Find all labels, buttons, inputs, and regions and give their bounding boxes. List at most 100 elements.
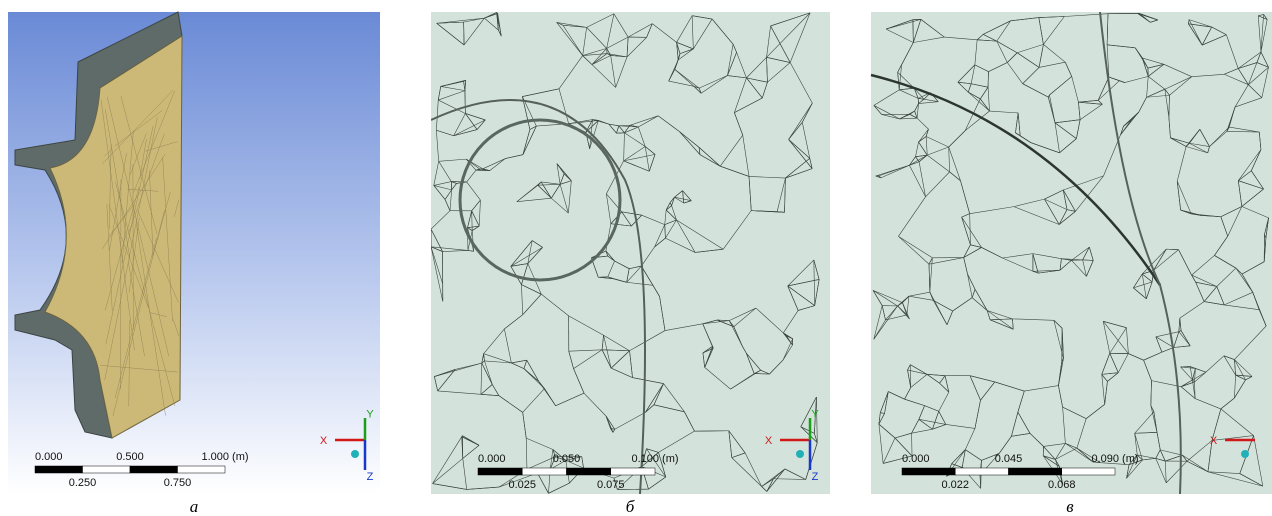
mesh-edge xyxy=(967,273,976,290)
mesh-edge xyxy=(1192,368,1196,381)
mesh-edge xyxy=(1123,119,1132,127)
mesh-edge xyxy=(676,42,679,60)
mesh-edge xyxy=(1010,17,1039,22)
mesh-edge xyxy=(1022,83,1049,98)
mesh-edge xyxy=(702,323,714,349)
mesh-edge xyxy=(603,335,612,369)
mesh-edge xyxy=(465,113,478,130)
mesh-edge xyxy=(1248,84,1263,98)
mesh-edge xyxy=(618,125,639,128)
mesh-edge xyxy=(1032,253,1062,259)
mesh-edge xyxy=(137,210,179,303)
mesh-edge xyxy=(933,300,953,312)
mesh-edge xyxy=(510,240,533,267)
mesh-edge xyxy=(464,80,467,91)
mesh-edge xyxy=(1220,408,1254,436)
mesh-edge xyxy=(918,98,925,104)
mesh-edge xyxy=(646,448,659,453)
edge xyxy=(870,73,1162,286)
mesh-edge xyxy=(465,158,477,171)
mesh-edge xyxy=(910,374,928,388)
mesh-edge xyxy=(951,463,963,468)
mesh-edge xyxy=(987,310,1013,320)
mesh-edge xyxy=(1043,455,1056,460)
mesh-edge xyxy=(1055,119,1081,124)
mesh-edge xyxy=(1241,261,1265,275)
mesh-edge xyxy=(916,117,929,130)
mesh-edge xyxy=(1234,375,1236,398)
mesh-edge xyxy=(568,315,604,336)
mesh-edge xyxy=(961,217,971,245)
mesh-edge xyxy=(608,123,619,127)
mesh-edge xyxy=(736,52,747,78)
mesh-edge xyxy=(612,429,615,433)
mesh-edge xyxy=(610,55,616,88)
mesh-edge xyxy=(607,260,615,277)
mesh-edge xyxy=(1092,461,1101,464)
mesh-edge xyxy=(431,246,444,302)
mesh-edge xyxy=(968,91,990,112)
panel-caption: в xyxy=(1066,497,1074,516)
mesh-edge xyxy=(760,369,770,375)
scale-segment xyxy=(1008,467,1062,476)
mesh-edge xyxy=(523,368,540,382)
mesh-edge xyxy=(467,225,480,228)
mesh-edge xyxy=(1082,246,1090,261)
mesh-edge xyxy=(664,323,703,331)
scale-label: 0.050 xyxy=(553,453,581,465)
mesh-edge xyxy=(1180,381,1195,387)
mesh-edge xyxy=(1143,360,1152,381)
mesh-edge xyxy=(918,128,929,143)
mesh-edge xyxy=(1059,260,1072,271)
mesh-edge xyxy=(813,259,816,306)
mesh-edge xyxy=(1178,249,1192,276)
mesh-edge xyxy=(674,196,692,201)
mesh-edge xyxy=(605,250,615,262)
mesh-edge xyxy=(654,237,666,248)
scale-label: 0.000 xyxy=(35,451,63,463)
mesh-edge xyxy=(669,197,675,203)
mesh-edge xyxy=(702,352,705,368)
mesh-edge xyxy=(480,363,483,395)
mesh-edge xyxy=(621,211,642,216)
mesh-edge xyxy=(1101,374,1105,405)
mesh-edge xyxy=(1134,47,1149,69)
axis-label: Y xyxy=(366,409,374,421)
mesh-edge xyxy=(1065,443,1094,463)
mesh-edge xyxy=(727,75,747,79)
mesh-edge xyxy=(1030,142,1060,154)
mesh-edge xyxy=(1134,411,1155,434)
mesh-edge xyxy=(1138,97,1147,113)
mesh-edge xyxy=(1202,34,1227,46)
mesh-edge xyxy=(607,53,628,58)
mesh-edge xyxy=(982,20,1011,35)
mesh-edge xyxy=(1155,458,1166,462)
mesh-edge xyxy=(532,240,543,248)
mesh-edge xyxy=(1258,132,1262,150)
mesh-edge xyxy=(1188,23,1203,46)
mesh-edge xyxy=(1017,112,1021,136)
mesh-edge xyxy=(556,22,583,56)
mesh-edge xyxy=(1227,206,1243,237)
mesh-edge xyxy=(646,448,666,478)
mesh-edge xyxy=(112,210,165,417)
axis-origin xyxy=(351,450,359,458)
mesh-edge xyxy=(1076,119,1081,139)
mesh-edge xyxy=(746,352,761,371)
mesh-edge xyxy=(693,86,702,94)
mesh-edge xyxy=(945,424,975,429)
mesh-edge xyxy=(1260,14,1264,53)
mesh-edge xyxy=(1237,68,1249,85)
mesh-edge xyxy=(100,99,135,351)
mesh-edge xyxy=(939,375,946,384)
mesh-edge xyxy=(492,384,500,396)
mesh-edge xyxy=(433,185,446,200)
mesh-edge xyxy=(438,158,467,162)
mesh-edge xyxy=(1192,379,1195,383)
mesh-edge xyxy=(1044,198,1068,210)
mesh-edge xyxy=(1150,19,1158,23)
mesh-edge xyxy=(1241,188,1264,207)
mesh-edge xyxy=(638,126,646,147)
scale-label: 0.750 xyxy=(164,477,192,489)
mesh-edge xyxy=(106,204,113,311)
